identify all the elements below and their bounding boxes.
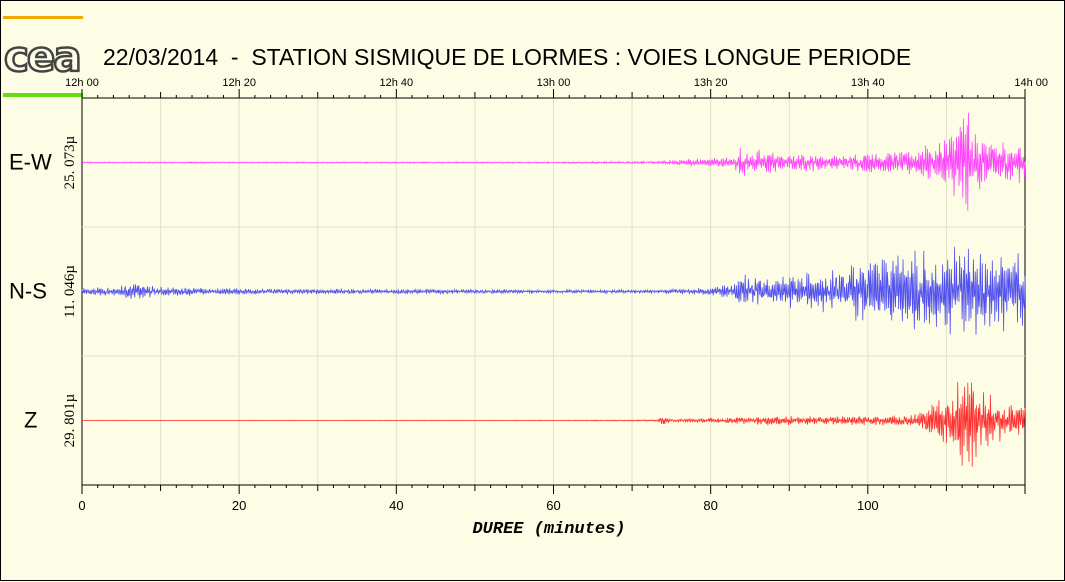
trace-z <box>81 381 1026 467</box>
amplitude-label: 25. 073µ <box>62 135 78 189</box>
amplitude-label: 11. 046µ <box>62 265 78 318</box>
bottom-tick-label: 0 <box>78 498 85 513</box>
bottom-tick-label: 60 <box>546 498 560 513</box>
amplitude-label: 29. 801µ <box>62 393 78 447</box>
traces <box>81 112 1026 467</box>
trace-name-label: N-S <box>9 279 47 304</box>
bottom-tick-label: 80 <box>703 498 717 513</box>
bottom-tick-label: 20 <box>232 498 246 513</box>
top-tick-label: 12h 20 <box>222 77 256 89</box>
top-tick-label: 13h 20 <box>694 77 728 89</box>
trace-name-label: E-W <box>9 150 52 175</box>
x-axis-label: DUREE (minutes) <box>472 520 625 539</box>
bottom-tick-label: 100 <box>857 498 879 513</box>
chart-title: 22/03/2014 - STATION SISMIQUE DE LORMES … <box>103 44 911 70</box>
trace-name-label: Z <box>24 408 37 433</box>
logo-text: cea <box>4 32 80 81</box>
logo-bar-top <box>3 16 83 19</box>
trace-ns <box>81 246 1026 335</box>
trace-ew <box>81 112 1026 211</box>
cea-logo: cea <box>3 16 83 97</box>
duration-axis: 0 20 40 60 80 100 <box>78 484 1026 513</box>
trace-labels: E-W 25. 073µ N-S 11. 046µ Z 29. 801µ <box>9 135 78 447</box>
top-tick-label: 12h 40 <box>380 77 414 89</box>
top-tick-label: 14h 00 <box>1014 77 1048 89</box>
time-of-day-axis: 12h 00 12h 20 12h 40 13h 00 13h 20 13h 40 14h … <box>65 77 1048 99</box>
top-tick-label: 13h 40 <box>851 77 885 89</box>
top-tick-label: 13h 00 <box>537 77 571 89</box>
bottom-tick-label: 40 <box>389 498 403 513</box>
logo-bar-bottom <box>3 93 83 97</box>
top-tick-label: 12h 00 <box>65 77 99 89</box>
